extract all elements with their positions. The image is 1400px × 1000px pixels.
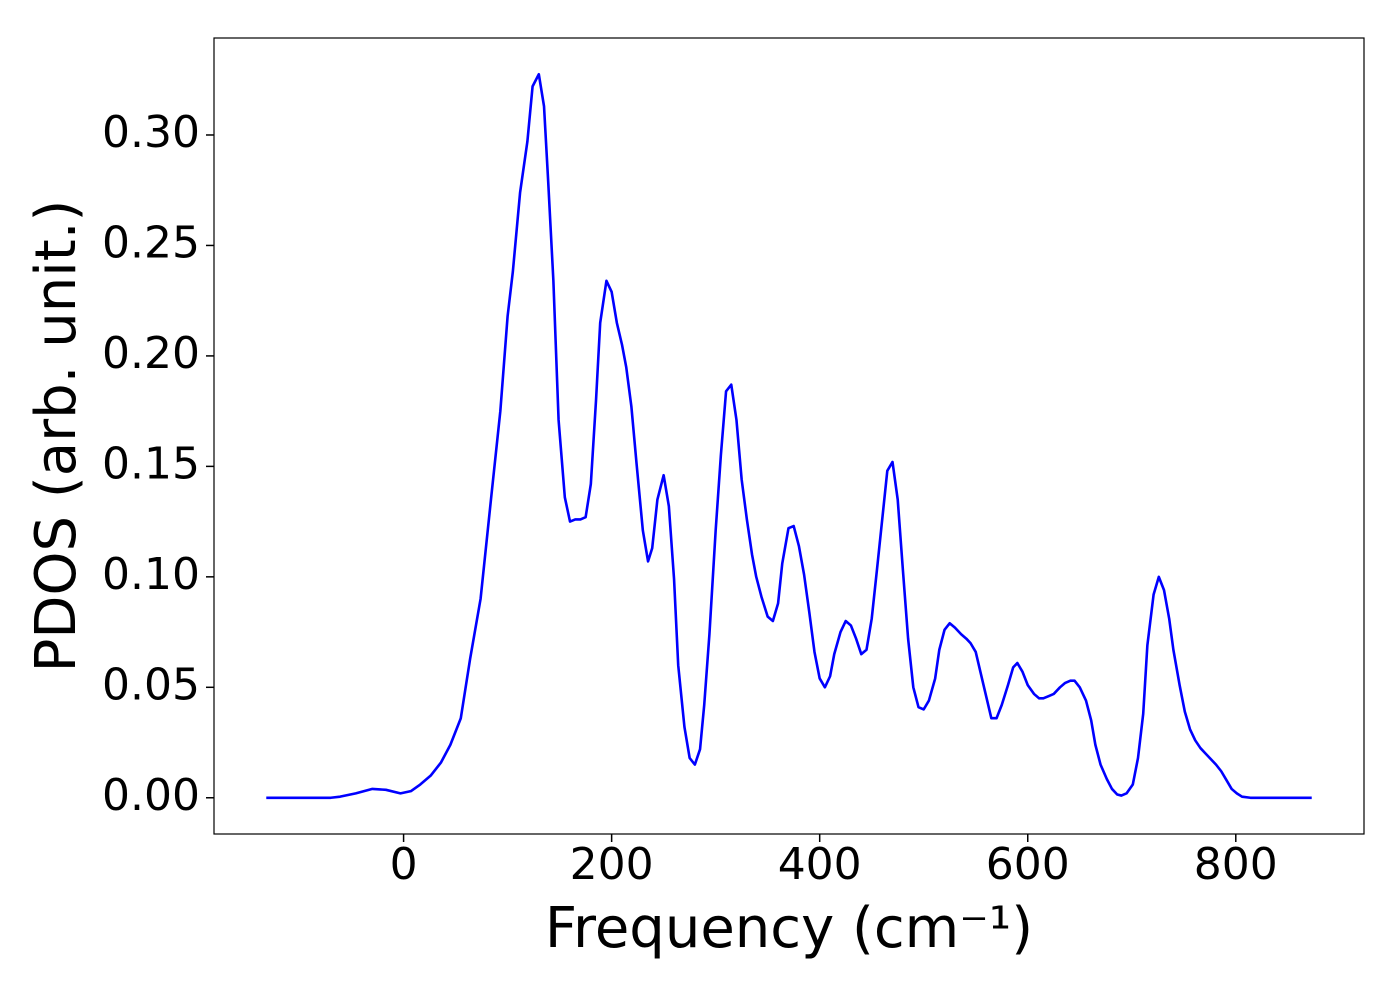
- x-tick-label: 600: [986, 839, 1070, 890]
- x-tick-label: 800: [1194, 839, 1278, 890]
- x-axis-label: Frequency (cm⁻¹): [545, 896, 1033, 961]
- plot-frame: [213, 37, 1365, 835]
- y-tick-label: 0.15: [102, 438, 200, 489]
- x-tick-label: 200: [570, 839, 654, 890]
- y-axis-label: PDOS (arb. unit.): [24, 200, 89, 673]
- y-tick-label: 0.25: [102, 217, 200, 268]
- y-tick-label: 0.05: [102, 659, 200, 710]
- y-tick-label: 0.30: [102, 107, 200, 158]
- x-tick-label: 400: [778, 839, 862, 890]
- y-tick-label: 0.20: [102, 328, 200, 379]
- x-tick-label: 0: [390, 839, 418, 890]
- y-tick-label: 0.10: [102, 549, 200, 600]
- y-tick-label: 0.00: [102, 770, 200, 821]
- data-line: [266, 72, 1312, 800]
